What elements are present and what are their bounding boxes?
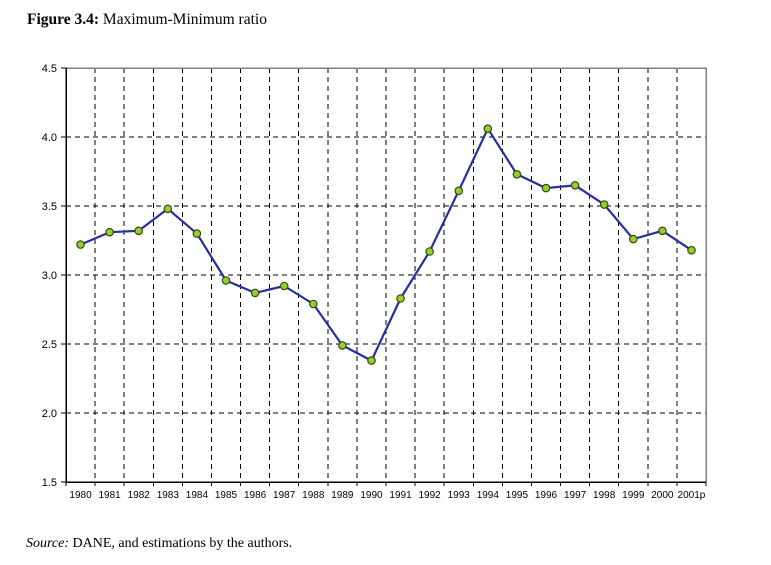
x-axis-label: 1987 <box>273 490 296 501</box>
data-point-1985 <box>221 276 231 285</box>
data-point-1987 <box>279 281 289 291</box>
source-label: Source: <box>26 536 70 551</box>
data-point-1994 <box>483 124 493 134</box>
data-point-1990 <box>367 356 376 365</box>
data-point-1981 <box>105 227 114 237</box>
x-axis-label: 1986 <box>244 490 267 501</box>
data-point-1986 <box>250 288 260 298</box>
data-point-1988 <box>308 299 318 309</box>
x-axis-label: 1999 <box>622 490 645 501</box>
x-axis-label: 1994 <box>477 490 500 501</box>
y-axis-label: 4.0 <box>42 132 57 144</box>
x-axis-label: 1992 <box>419 490 442 501</box>
x-axis-label: 1989 <box>331 490 354 501</box>
data-point-1993 <box>454 186 464 196</box>
x-axis-label: 1996 <box>535 490 558 501</box>
data-point-2001p <box>687 245 696 255</box>
line-chart: 1.5 2.0 2.5 3.0 3.5 4.0 4.5 1980 1981 1982 1983 198… <box>42 63 707 501</box>
data-point-1989 <box>338 341 347 350</box>
x-axis-label: 1980 <box>69 490 92 501</box>
figure-number-label: Figure 3.4: <box>27 11 100 28</box>
y-axis-label: 1.5 <box>42 477 57 489</box>
data-point-1980 <box>76 240 85 249</box>
x-axis-label: 1985 <box>215 490 238 501</box>
source-note: Source: DANE, and estimations by the aut… <box>26 536 292 552</box>
x-axis-label: 1998 <box>593 490 616 501</box>
figure-caption-text: Maximum-Minimum ratio <box>99 11 267 28</box>
y-axis-label: 2.5 <box>42 339 57 351</box>
y-axis-label: 2.0 <box>42 408 57 420</box>
x-axis-label: 1982 <box>128 490 151 501</box>
source-text: DANE, and estimations by the authors. <box>69 536 293 551</box>
y-axis-label: 3.5 <box>42 201 57 213</box>
x-axis-label: 1993 <box>448 490 471 501</box>
data-point-1982 <box>134 226 144 236</box>
data-point-1997 <box>570 181 580 190</box>
x-axis-label: 1988 <box>302 490 325 501</box>
x-axis-label: 2000 <box>651 490 674 501</box>
data-point-2000 <box>658 226 667 236</box>
data-point-1998 <box>599 200 609 209</box>
data-point-1983 <box>163 204 173 214</box>
x-axis-label: 1997 <box>564 490 587 501</box>
x-axis-label: 2001p <box>678 490 706 501</box>
x-axis-label: 1995 <box>506 490 529 501</box>
x-axis-label: 1983 <box>157 490 180 501</box>
y-axis-label: 3.0 <box>42 270 57 282</box>
data-point-1996 <box>541 183 551 193</box>
x-axis-label: 1991 <box>389 490 412 501</box>
data-point-1999 <box>628 234 638 244</box>
x-axis-label: 1981 <box>99 490 122 501</box>
series-line <box>79 127 693 362</box>
data-point-1984 <box>192 229 202 238</box>
data-point-1995 <box>512 170 522 179</box>
data-point-1992 <box>425 247 434 256</box>
data-point-1991 <box>396 294 405 303</box>
x-axis-label: 1990 <box>360 490 383 501</box>
x-axis-label: 1984 <box>186 490 209 501</box>
y-axis-label: 4.5 <box>42 63 57 75</box>
figure-title: Figure 3.4: Maximum-Minimum ratio <box>27 11 267 29</box>
